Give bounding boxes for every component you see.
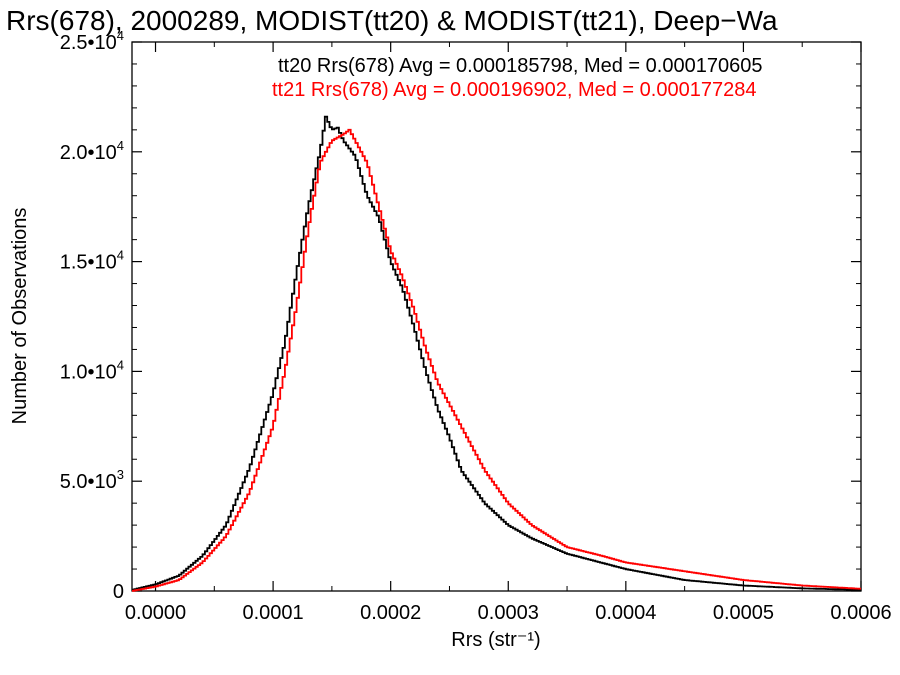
y-tick-label: 0 — [113, 581, 124, 603]
x-tick-label: 0.0006 — [830, 602, 891, 624]
plot-frame — [131, 41, 862, 592]
x-axis-ticks: 0.0000 0.0001 0.0002 0.0003 0.0004 0.0005 0.00… — [125, 42, 892, 624]
series-layer — [132, 115, 861, 592]
x-tick-label: 0.0005 — [713, 602, 774, 624]
legend-entry-tt20: tt20 Rrs(678) Avg = 0.000185798, Med = 0… — [278, 55, 762, 77]
series-line-0 — [132, 115, 861, 591]
legend-entry-tt21: tt21 Rrs(678) Avg = 0.000196902, Med = 0… — [272, 79, 756, 101]
x-tick-label: 0.0000 — [125, 602, 186, 624]
y-axis-label: Number of Observations — [9, 208, 31, 425]
y-tick-label: 2.0•104 — [60, 138, 124, 164]
y-tick-label: 1.0•104 — [60, 357, 124, 383]
y-axis-ticks: 0 5.0•103 1.0•104 1.5•104 2.0•104 2.5•104 — [60, 28, 861, 603]
y-tick-label: 5.0•103 — [60, 467, 124, 493]
y-tick-label: 2.5•104 — [60, 28, 124, 54]
x-axis-label: Rrs (str⁻¹) — [451, 629, 540, 651]
x-tick-label: 0.0003 — [478, 602, 539, 624]
chart-title: Rrs(678), 2000289, MODIST(tt20) & MODIST… — [6, 5, 778, 36]
x-tick-label: 0.0001 — [243, 602, 304, 624]
x-tick-label: 0.0004 — [595, 602, 656, 624]
x-tick-label: 0.0002 — [360, 602, 421, 624]
series-line-1 — [132, 128, 861, 592]
y-tick-label: 1.5•104 — [60, 248, 124, 274]
